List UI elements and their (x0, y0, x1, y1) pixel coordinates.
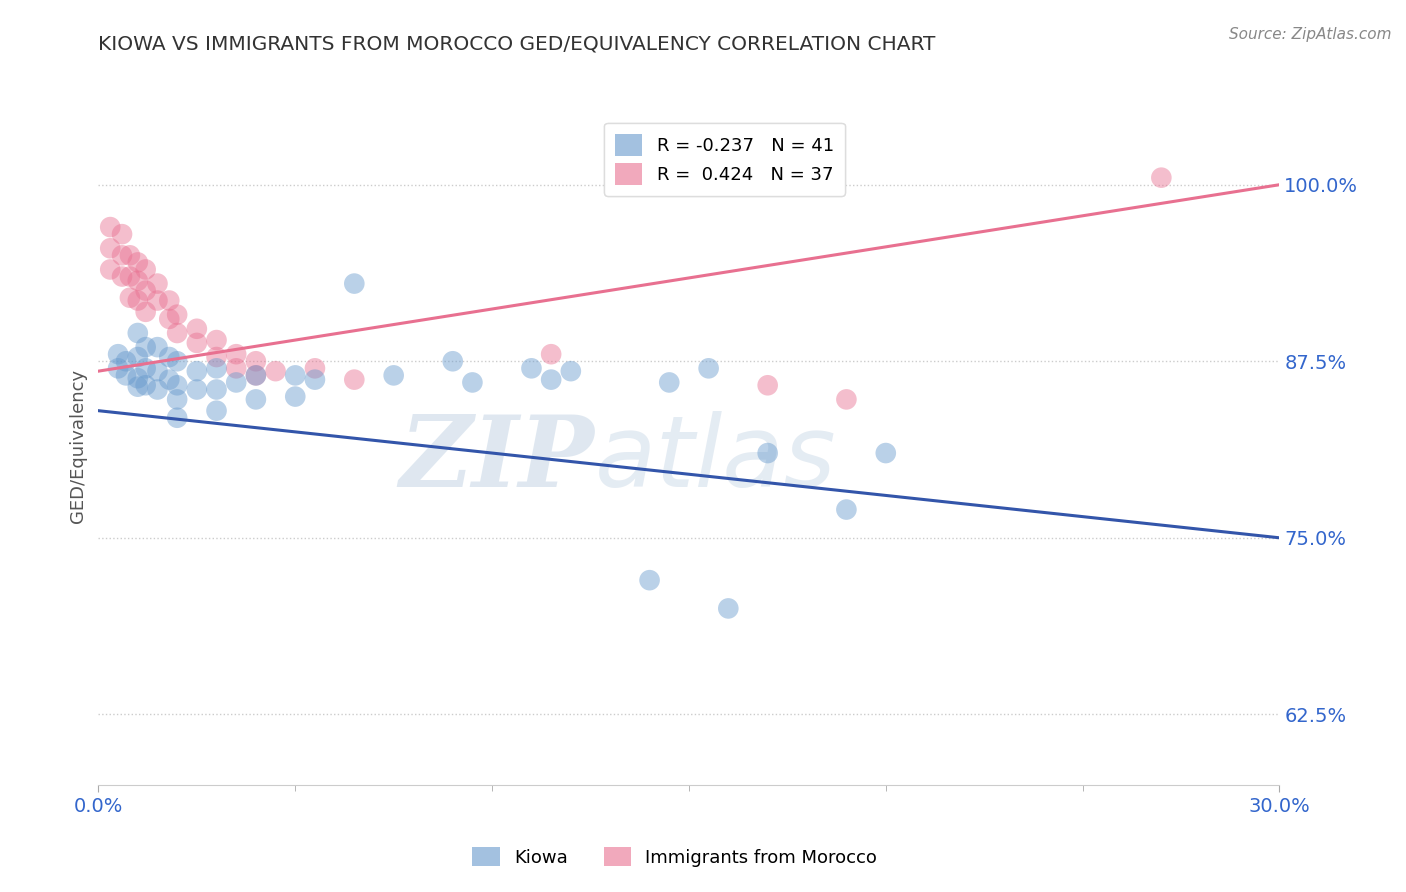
Point (146, 383, 169, 397)
Text: KIOWA VS IMMIGRANTS FROM MOROCCO GED/EQUIVALENCY CORRELATION CHART: KIOWA VS IMMIGRANTS FROM MOROCCO GED/EQU… (98, 35, 936, 54)
Point (264, 364, 287, 378)
Point (118, 248, 141, 262)
Point (520, 361, 543, 376)
Point (135, 305, 157, 319)
Point (166, 378, 188, 392)
Point (186, 383, 208, 397)
Point (135, 378, 157, 392)
Point (225, 347, 247, 361)
Point (127, 255, 149, 269)
Point (127, 326, 149, 340)
Point (205, 350, 228, 364)
Point (146, 277, 169, 291)
Point (135, 262, 157, 277)
Point (166, 410, 188, 425)
Point (560, 364, 582, 378)
Legend: Kiowa, Immigrants from Morocco: Kiowa, Immigrants from Morocco (465, 840, 884, 874)
Point (111, 269, 134, 284)
Point (146, 364, 169, 378)
Point (186, 322, 208, 336)
Point (107, 361, 129, 376)
Point (127, 380, 149, 394)
Point (343, 277, 366, 291)
Point (225, 376, 247, 390)
Point (157, 312, 180, 326)
Point (1189, 799, 1212, 814)
Point (118, 269, 141, 284)
Point (107, 347, 129, 361)
Point (186, 335, 208, 350)
Point (835, 392, 858, 407)
Point (875, 446, 897, 460)
Point (245, 392, 267, 407)
Point (638, 573, 661, 587)
Point (111, 248, 134, 262)
Point (186, 364, 208, 378)
Point (461, 376, 484, 390)
Point (127, 350, 149, 364)
Point (98, 220, 121, 235)
Point (835, 502, 858, 516)
Point (135, 361, 157, 376)
Point (205, 333, 228, 347)
Point (127, 293, 149, 308)
Point (111, 227, 134, 241)
Text: ZIP: ZIP (399, 411, 595, 508)
Point (118, 291, 141, 305)
Point (1150, 170, 1173, 185)
Point (146, 293, 169, 308)
Point (343, 373, 366, 387)
Point (540, 373, 562, 387)
Y-axis label: GED/Equivalency: GED/Equivalency (69, 369, 87, 523)
Point (146, 340, 169, 354)
Point (697, 361, 720, 376)
Point (98, 241, 121, 255)
Point (166, 326, 188, 340)
Point (166, 354, 188, 368)
Legend: R = -0.237   N = 41, R =  0.424   N = 37: R = -0.237 N = 41, R = 0.424 N = 37 (605, 123, 845, 195)
Point (115, 368, 138, 383)
Point (304, 373, 326, 387)
Point (205, 361, 228, 376)
Text: Source: ZipAtlas.com: Source: ZipAtlas.com (1229, 27, 1392, 42)
Point (98, 262, 121, 277)
Point (284, 368, 307, 383)
Point (284, 390, 307, 404)
Point (135, 284, 157, 298)
Point (756, 446, 779, 460)
Point (205, 383, 228, 397)
Point (135, 340, 157, 354)
Point (717, 601, 740, 615)
Point (166, 308, 188, 322)
Point (382, 368, 405, 383)
Point (658, 376, 681, 390)
Text: atlas: atlas (595, 411, 837, 508)
Point (540, 347, 562, 361)
Point (115, 354, 138, 368)
Point (127, 274, 149, 288)
Point (127, 371, 149, 385)
Point (756, 378, 779, 392)
Point (441, 354, 464, 368)
Point (157, 373, 180, 387)
Point (205, 403, 228, 417)
Point (157, 350, 180, 364)
Point (157, 293, 180, 308)
Point (245, 368, 267, 383)
Point (304, 361, 326, 376)
Point (245, 354, 267, 368)
Point (225, 361, 247, 376)
Point (166, 392, 188, 407)
Point (245, 368, 267, 383)
